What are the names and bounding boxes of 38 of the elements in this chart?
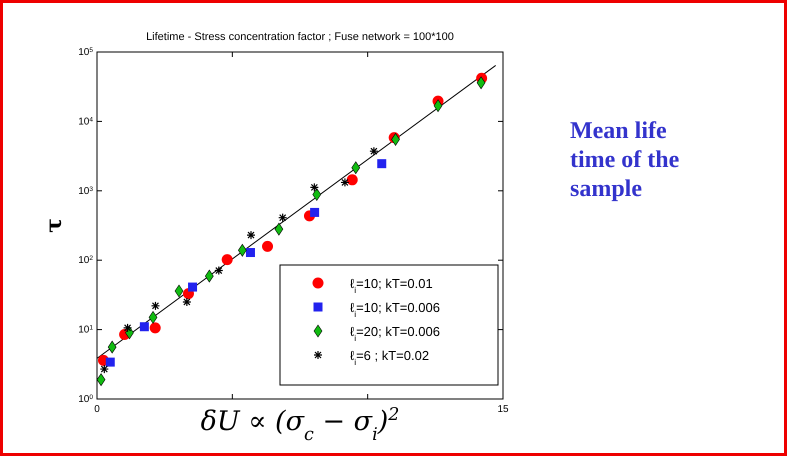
point (188, 282, 198, 292)
point (222, 254, 233, 266)
y-axis-title: τ (41, 218, 67, 233)
point (340, 178, 350, 188)
point (369, 146, 378, 156)
point (377, 159, 386, 168)
point (182, 297, 192, 307)
y-tick-label: 10$^{4}$ (78, 116, 94, 128)
point (351, 161, 360, 174)
x-tick-label: 0 (94, 404, 100, 415)
y-tick-label: 10$^{0}$ (78, 394, 94, 405)
chart-title: Lifetime - Stress concentration factor ; Fuse network = 100*100 (146, 31, 454, 43)
y-tick-label: 10$^{1}$ (78, 324, 94, 336)
point (122, 323, 132, 332)
point (106, 358, 115, 367)
point (246, 230, 256, 240)
point (278, 213, 288, 222)
point (262, 240, 274, 252)
point (246, 248, 255, 258)
legend-label: ℓ$_{i}$=10; kT=0.01 (350, 276, 433, 295)
legend-label: ℓ$_{i}$=10; kT=0.006 (350, 300, 440, 319)
y-tick-label: 10$^{5}$ (78, 46, 94, 58)
point (310, 182, 319, 192)
point (100, 364, 109, 374)
point (346, 174, 358, 186)
point (214, 266, 224, 276)
legend-label: ℓ$_{i}$=20; kT=0.006 (350, 324, 440, 343)
point (310, 208, 320, 217)
x-tick-label: 15 (497, 404, 509, 415)
point (312, 188, 322, 201)
text: Mean life time of the sample (570, 118, 680, 202)
point (140, 322, 149, 332)
point (150, 301, 160, 310)
x-axis-title: δU ∝ (σ$_{c}$ − σ$_{i}$)$^{2}$ (200, 405, 400, 445)
legend-label: ℓ$_{i}$=6 ; kT=0.02 (350, 348, 430, 367)
y-tick-label: 10$^{3}$ (78, 185, 94, 197)
y-tick-label: 10$^{2}$ (78, 254, 94, 266)
point (150, 322, 161, 334)
